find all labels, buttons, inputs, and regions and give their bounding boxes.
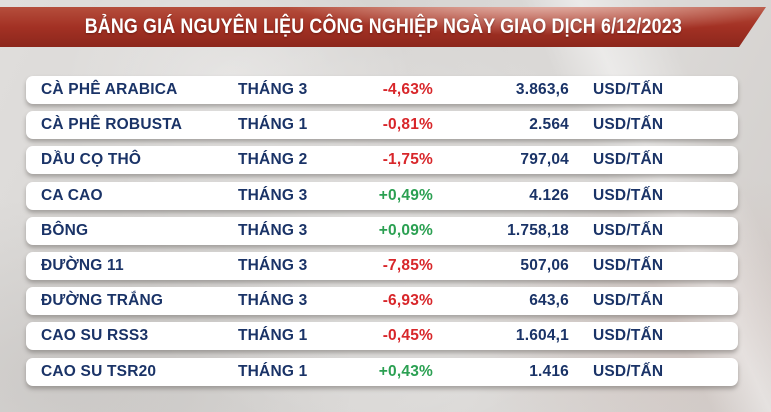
contract-month: THÁNG 2	[238, 151, 308, 169]
contract-month: THÁNG 3	[238, 81, 308, 98]
price-value: 643,6	[529, 292, 569, 310]
commodity-name: CÀ PHÊ ARABICA	[41, 81, 178, 98]
price-unit: USD/TẤN	[593, 256, 664, 274]
table-row: CÀ PHÊ ARABICA THÁNG 3 -4,63% 3.863,6 US…	[26, 76, 738, 104]
percent-change: -4,63%	[382, 81, 433, 98]
percent-change: -0,81%	[382, 116, 433, 134]
commodity-name: CÀ PHÊ ROBUSTA	[41, 116, 183, 134]
commodity-name: ĐƯỜNG TRẮNG	[41, 292, 164, 310]
commodity-name: BÔNG	[41, 221, 89, 239]
commodity-name: CAO SU TSR20	[41, 362, 157, 380]
percent-change: -1,75%	[382, 151, 433, 169]
contract-month: THÁNG 3	[238, 186, 308, 204]
contract-month: THÁNG 3	[238, 292, 308, 310]
price-unit: USD/TẤN	[593, 221, 664, 239]
title-banner: BẢNG GIÁ NGUYÊN LIỆU CÔNG NGHIỆP NGÀY GI…	[0, 7, 766, 47]
table-row: BÔNG THÁNG 3 +0,09% 1.758,18 USD/TẤN	[26, 216, 738, 245]
table-row: CÀ PHÊ ROBUSTA THÁNG 1 -0,81% 2.564 USD/…	[26, 111, 738, 140]
contract-month: THÁNG 3	[238, 221, 308, 239]
price-value: 1.416	[529, 362, 569, 380]
table-row: CAO SU TSR20 THÁNG 1 +0,43% 1.416 USD/TẤ…	[26, 357, 738, 386]
price-value: 507,06	[520, 256, 569, 274]
table-row: DẦU CỌ THÔ THÁNG 2 -1,75% 797,04 USD/TẤN	[26, 146, 738, 175]
commodity-name: DẦU CỌ THÔ	[41, 151, 142, 169]
table-row: CA CAO THÁNG 3 +0,49% 4.126 USD/TẤN	[26, 181, 738, 210]
table-row: ĐƯỜNG 11 THÁNG 3 -7,85% 507,06 USD/TẤN	[26, 251, 738, 280]
table-row: ĐƯỜNG TRẮNG THÁNG 3 -6,93% 643,6 USD/TẤN	[26, 287, 738, 316]
commodity-name: ĐƯỜNG 11	[41, 256, 124, 274]
contract-month: THÁNG 1	[238, 327, 308, 345]
commodity-name: CAO SU RSS3	[41, 327, 149, 345]
table-row: CAO SU RSS3 THÁNG 1 -0,45% 1.604,1 USD/T…	[26, 322, 738, 351]
price-unit: USD/TẤN	[593, 292, 664, 310]
price-value: 3.863,6	[515, 81, 569, 98]
price-unit: USD/TẤN	[593, 362, 664, 380]
percent-change: -6,93%	[382, 292, 433, 310]
price-unit: USD/TẤN	[593, 81, 664, 98]
price-value: 2.564	[529, 116, 569, 134]
price-value: 1.604,1	[515, 327, 569, 345]
price-unit: USD/TẤN	[593, 186, 664, 204]
price-table: CÀ PHÊ ARABICA THÁNG 3 -4,63% 3.863,6 US…	[26, 76, 738, 386]
percent-change: +0,43%	[378, 362, 433, 380]
price-unit: USD/TẤN	[593, 327, 664, 345]
commodity-name: CA CAO	[41, 186, 103, 204]
page-title: BẢNG GIÁ NGUYÊN LIỆU CÔNG NGHIỆP NGÀY GI…	[84, 15, 682, 38]
price-value: 4.126	[529, 186, 569, 204]
percent-change: -7,85%	[382, 256, 433, 274]
price-value: 797,04	[520, 151, 569, 169]
price-value: 1.758,18	[507, 221, 569, 239]
price-unit: USD/TẤN	[593, 151, 664, 169]
percent-change: -0,45%	[382, 327, 433, 345]
contract-month: THÁNG 1	[238, 116, 308, 134]
contract-month: THÁNG 3	[238, 256, 308, 274]
contract-month: THÁNG 1	[238, 362, 308, 380]
percent-change: +0,49%	[378, 186, 433, 204]
price-unit: USD/TẤN	[593, 116, 664, 134]
percent-change: +0,09%	[378, 221, 433, 239]
